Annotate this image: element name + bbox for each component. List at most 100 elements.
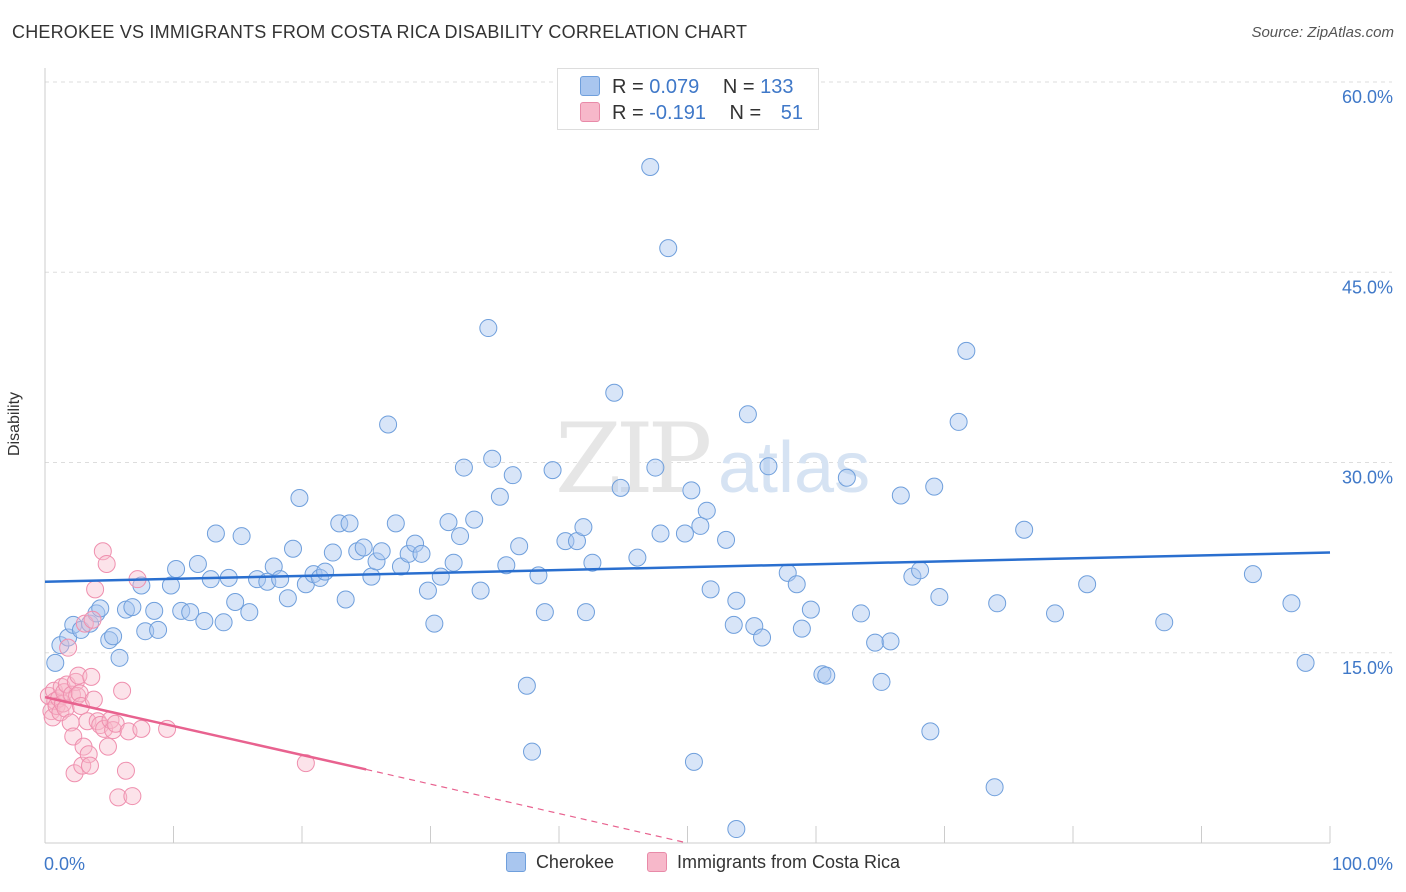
- cherokee-point-70: [510, 537, 529, 556]
- cherokee-point-10: [110, 648, 129, 667]
- cherokee-point-127: [1243, 565, 1262, 584]
- cherokee-point-72: [523, 742, 542, 761]
- tick-labels: 15.0% 30.0% 45.0% 60.0% 0.0% 100.0%: [44, 87, 1393, 874]
- cherokee-point-51: [386, 514, 405, 533]
- cherokee-n-value: 133: [760, 76, 794, 98]
- cherokee-point-109: [851, 604, 870, 623]
- costa-rica-point-44: [116, 761, 135, 780]
- legend-swatch-cherokee: [505, 852, 526, 872]
- cherokee-points: [46, 157, 1315, 839]
- cherokee-point-46: [354, 538, 373, 557]
- cherokee-point-63: [465, 510, 484, 529]
- cherokee-point-20: [181, 603, 200, 622]
- costa-rica-point-13: [59, 638, 78, 657]
- costa-rica-point-29: [82, 667, 101, 686]
- cherokee-point-65: [479, 319, 498, 338]
- cherokee-point-68: [497, 556, 516, 575]
- legend-swatch-costa-rica: [647, 852, 667, 872]
- cherokee-point-89: [682, 481, 701, 500]
- cherokee-point-116: [921, 722, 940, 741]
- costa-rica-point-32: [86, 580, 105, 599]
- cherokee-point-40: [316, 562, 335, 581]
- cherokee-point-12: [123, 598, 142, 617]
- cherokee-point-61: [451, 527, 470, 546]
- cherokee-point-22: [195, 612, 214, 631]
- watermark: ZIP atlas: [555, 403, 870, 515]
- cherokee-n-label: N =: [722, 76, 755, 98]
- cherokee-point-119: [949, 412, 968, 431]
- cherokee-r-label: R =: [612, 76, 644, 98]
- costa-rica-point-43: [113, 681, 132, 700]
- y-tick-label-0: 15.0%: [1342, 658, 1393, 678]
- cherokee-point-126: [1155, 613, 1174, 632]
- cherokee-point-105: [801, 600, 820, 619]
- costa-n-value: 51: [780, 102, 804, 124]
- costa-rica-point-37: [97, 554, 116, 573]
- cherokee-point-18: [167, 560, 186, 579]
- cherokee-point-95: [724, 615, 743, 634]
- cherokee-point-60: [444, 553, 463, 572]
- cherokee-r-value: 0.079: [649, 76, 700, 98]
- legend-item-costa-rica[interactable]: Immigrants from Costa Rica: [647, 852, 900, 873]
- cherokee-point-57: [425, 614, 444, 633]
- costa-swatch: [580, 102, 600, 122]
- legend-label-costa-rica: Immigrants from Costa Rica: [677, 852, 901, 872]
- cherokee-point-33: [271, 570, 290, 589]
- cherokee-point-100: [753, 628, 772, 647]
- cherokee-point-101: [759, 457, 778, 476]
- costa-r-value: -0.191: [649, 102, 706, 124]
- cherokee-point-85: [646, 458, 665, 477]
- cherokee-point-111: [872, 672, 891, 691]
- cherokee-point-120: [957, 341, 976, 360]
- y-tick-label-3: 60.0%: [1342, 87, 1393, 107]
- cherokee-point-35: [284, 539, 303, 558]
- cherokee-point-19: [172, 601, 191, 620]
- costa-rica-trend-extension: [366, 768, 688, 844]
- cherokee-point-86: [651, 524, 670, 543]
- cherokee-point-110: [866, 633, 885, 652]
- cherokee-point-98: [738, 405, 757, 424]
- costa-rica-point-27: [79, 745, 98, 764]
- costa-rica-point-46: [123, 787, 142, 806]
- cherokee-point-50: [379, 415, 398, 434]
- trend-lines: [44, 551, 1331, 844]
- cherokee-point-88: [675, 524, 694, 543]
- cherokee-point-41: [323, 543, 342, 562]
- costa-n-label: N =: [729, 102, 762, 124]
- cherokee-point-79: [576, 603, 595, 622]
- costa-rica-points: [39, 542, 315, 807]
- cherokee-point-78: [574, 518, 593, 537]
- cherokee-point-9: [104, 627, 123, 646]
- cherokee-point-124: [1046, 604, 1065, 623]
- cherokee-point-67: [490, 487, 509, 506]
- legend-item-cherokee[interactable]: Cherokee: [505, 852, 614, 873]
- cherokee-point-27: [226, 593, 245, 612]
- cherokee-point-53: [399, 544, 418, 563]
- cherokee-point-15: [145, 601, 164, 620]
- cherokee-point-90: [684, 752, 703, 771]
- cherokee-point-121: [985, 778, 1004, 797]
- y-tick-label-1: 30.0%: [1342, 468, 1393, 488]
- cherokee-point-66: [483, 449, 502, 468]
- costa-rica-point-42: [109, 788, 128, 807]
- cherokee-point-107: [817, 666, 836, 685]
- costa-rica-point-38: [98, 737, 117, 756]
- cherokee-point-17: [161, 576, 180, 595]
- cherokee-point-115: [911, 561, 930, 580]
- cherokee-point-69: [503, 466, 522, 485]
- chart-title: CHEROKEE VS IMMIGRANTS FROM COSTA RICA D…: [12, 22, 748, 42]
- cherokee-point-103: [787, 575, 806, 594]
- cherokee-point-94: [717, 530, 736, 549]
- cherokee-point-24: [206, 524, 225, 543]
- cherokee-point-74: [535, 603, 554, 622]
- x-tick-label-1: 100.0%: [1332, 854, 1393, 874]
- cherokee-point-97: [727, 820, 746, 839]
- cherokee-point-55: [412, 544, 431, 563]
- cherokee-point-96: [727, 591, 746, 610]
- cherokee-point-114: [903, 567, 922, 586]
- cherokee-point-117: [925, 477, 944, 496]
- cherokee-point-42: [330, 514, 349, 533]
- cherokee-point-87: [659, 239, 678, 258]
- cherokee-point-54: [406, 534, 425, 553]
